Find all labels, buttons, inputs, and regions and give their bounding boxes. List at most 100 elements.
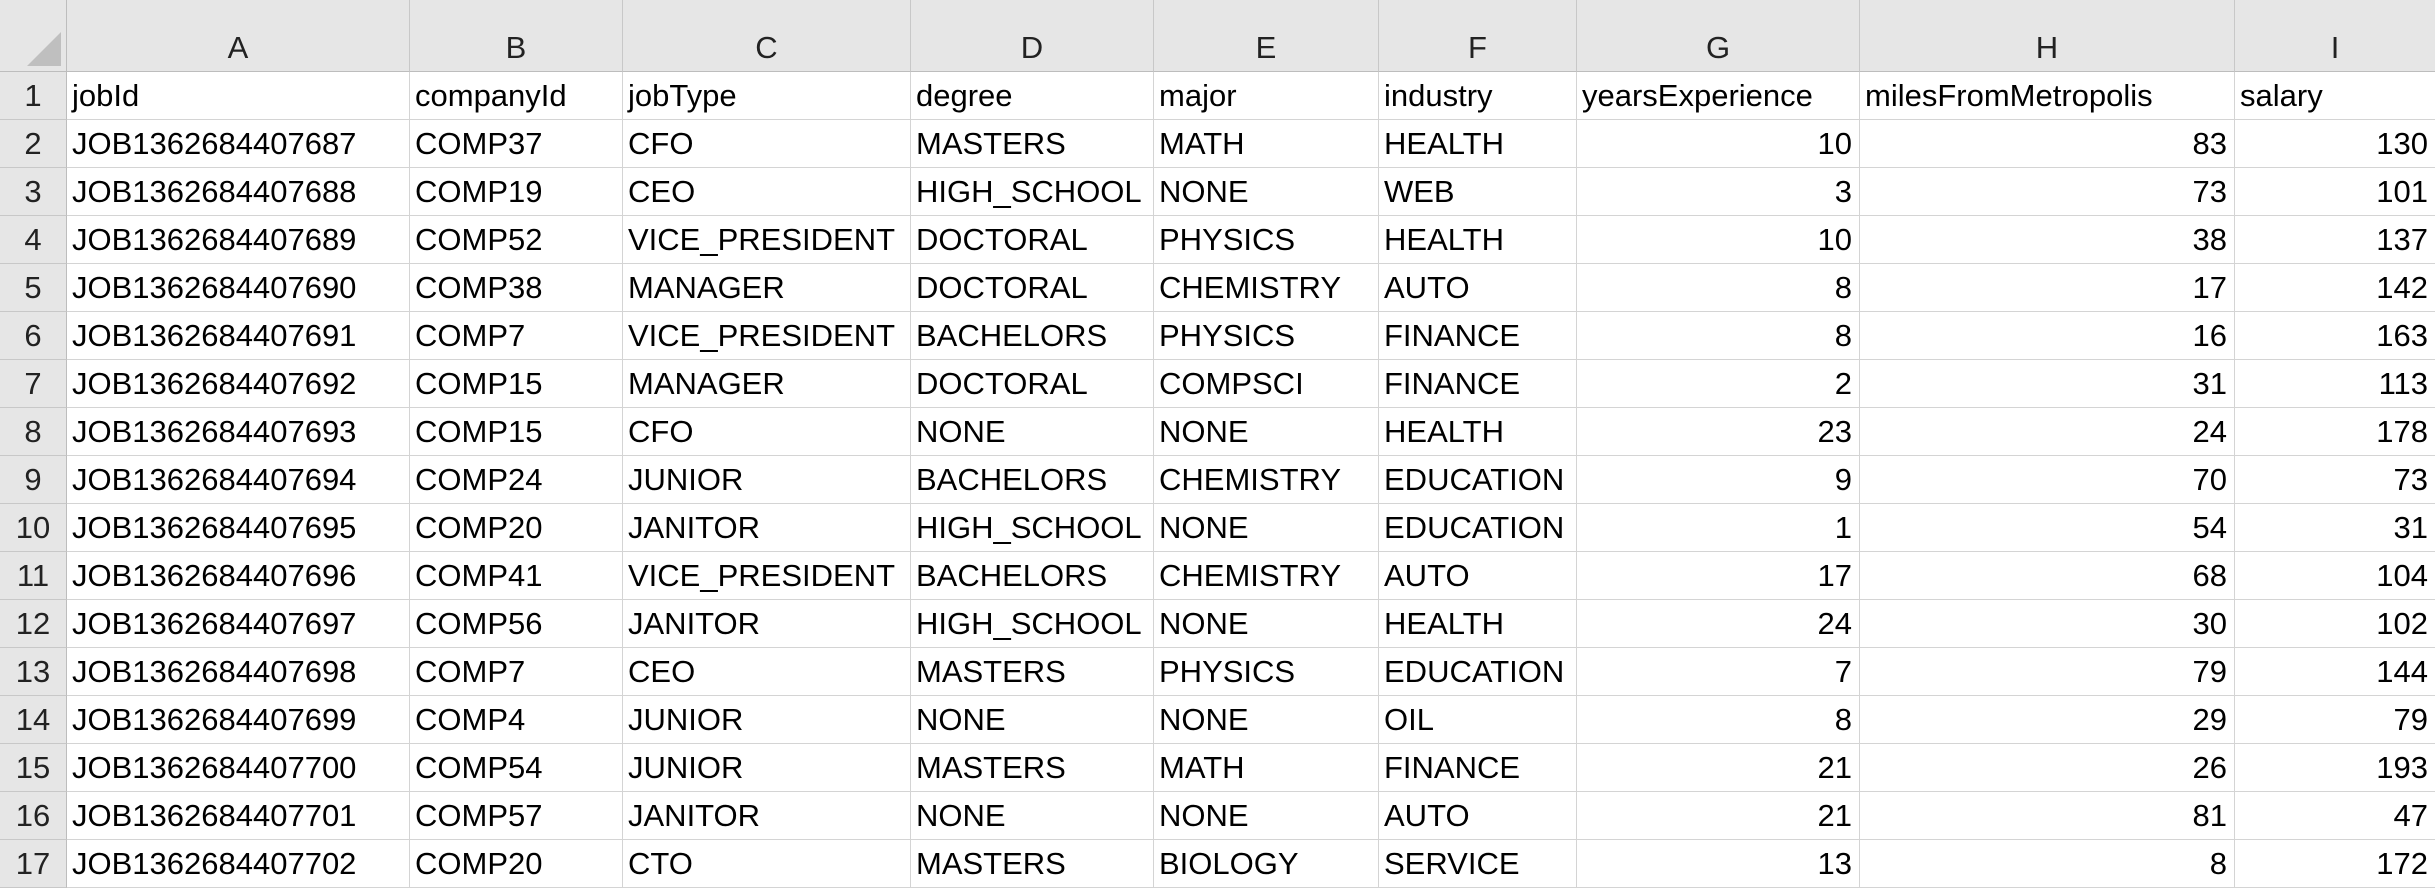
row-header-16[interactable]: 16 [0,792,67,840]
cell-c12[interactable]: JANITOR [623,600,911,648]
cell-b7[interactable]: COMP15 [410,360,623,408]
cell-f9[interactable]: EDUCATION [1379,456,1577,504]
row-header-5[interactable]: 5 [0,264,67,312]
column-header-c[interactable]: C [623,0,911,72]
cell-h10[interactable]: 54 [1860,504,2235,552]
cell-f11[interactable]: AUTO [1379,552,1577,600]
cell-e14[interactable]: NONE [1154,696,1379,744]
cell-e2[interactable]: MATH [1154,120,1379,168]
cell-b1[interactable]: companyId [410,72,623,120]
cell-a7[interactable]: JOB1362684407692 [67,360,410,408]
cell-d15[interactable]: MASTERS [911,744,1154,792]
row-header-9[interactable]: 9 [0,456,67,504]
cell-f3[interactable]: WEB [1379,168,1577,216]
cell-a9[interactable]: JOB1362684407694 [67,456,410,504]
row-header-13[interactable]: 13 [0,648,67,696]
cell-e11[interactable]: CHEMISTRY [1154,552,1379,600]
cell-g12[interactable]: 24 [1577,600,1860,648]
cell-e6[interactable]: PHYSICS [1154,312,1379,360]
cell-d11[interactable]: BACHELORS [911,552,1154,600]
cell-h11[interactable]: 68 [1860,552,2235,600]
cell-e10[interactable]: NONE [1154,504,1379,552]
cell-d13[interactable]: MASTERS [911,648,1154,696]
cell-d7[interactable]: DOCTORAL [911,360,1154,408]
row-header-12[interactable]: 12 [0,600,67,648]
cell-b8[interactable]: COMP15 [410,408,623,456]
cell-g7[interactable]: 2 [1577,360,1860,408]
cell-b5[interactable]: COMP38 [410,264,623,312]
cell-h6[interactable]: 16 [1860,312,2235,360]
cell-g16[interactable]: 21 [1577,792,1860,840]
cell-i5[interactable]: 142 [2235,264,2435,312]
cell-d12[interactable]: HIGH_SCHOOL [911,600,1154,648]
cell-h5[interactable]: 17 [1860,264,2235,312]
cell-a13[interactable]: JOB1362684407698 [67,648,410,696]
cell-c3[interactable]: CEO [623,168,911,216]
row-header-10[interactable]: 10 [0,504,67,552]
cell-b14[interactable]: COMP4 [410,696,623,744]
cell-g1[interactable]: yearsExperience [1577,72,1860,120]
row-header-15[interactable]: 15 [0,744,67,792]
cell-i8[interactable]: 178 [2235,408,2435,456]
row-header-4[interactable]: 4 [0,216,67,264]
cell-a10[interactable]: JOB1362684407695 [67,504,410,552]
cell-b10[interactable]: COMP20 [410,504,623,552]
cell-c4[interactable]: VICE_PRESIDENT [623,216,911,264]
cell-e13[interactable]: PHYSICS [1154,648,1379,696]
cell-i3[interactable]: 101 [2235,168,2435,216]
cell-a5[interactable]: JOB1362684407690 [67,264,410,312]
cell-a14[interactable]: JOB1362684407699 [67,696,410,744]
cell-d1[interactable]: degree [911,72,1154,120]
cell-b15[interactable]: COMP54 [410,744,623,792]
cell-h8[interactable]: 24 [1860,408,2235,456]
cell-i16[interactable]: 47 [2235,792,2435,840]
cell-a1[interactable]: jobId [67,72,410,120]
cell-g8[interactable]: 23 [1577,408,1860,456]
cell-a15[interactable]: JOB1362684407700 [67,744,410,792]
cell-c2[interactable]: CFO [623,120,911,168]
cell-b2[interactable]: COMP37 [410,120,623,168]
row-header-3[interactable]: 3 [0,168,67,216]
cell-a4[interactable]: JOB1362684407689 [67,216,410,264]
cell-g11[interactable]: 17 [1577,552,1860,600]
cell-f4[interactable]: HEALTH [1379,216,1577,264]
cell-c10[interactable]: JANITOR [623,504,911,552]
cell-e8[interactable]: NONE [1154,408,1379,456]
cell-a2[interactable]: JOB1362684407687 [67,120,410,168]
cell-i11[interactable]: 104 [2235,552,2435,600]
cell-g15[interactable]: 21 [1577,744,1860,792]
cell-a12[interactable]: JOB1362684407697 [67,600,410,648]
cell-g10[interactable]: 1 [1577,504,1860,552]
select-all-button[interactable] [0,0,67,72]
cell-b12[interactable]: COMP56 [410,600,623,648]
cell-f17[interactable]: SERVICE [1379,840,1577,888]
cell-h17[interactable]: 8 [1860,840,2235,888]
cell-h15[interactable]: 26 [1860,744,2235,792]
cell-i1[interactable]: salary [2235,72,2435,120]
cell-c13[interactable]: CEO [623,648,911,696]
cell-a16[interactable]: JOB1362684407701 [67,792,410,840]
cell-i10[interactable]: 31 [2235,504,2435,552]
cell-f16[interactable]: AUTO [1379,792,1577,840]
cell-h1[interactable]: milesFromMetropolis [1860,72,2235,120]
cell-c1[interactable]: jobType [623,72,911,120]
cell-i2[interactable]: 130 [2235,120,2435,168]
cell-e9[interactable]: CHEMISTRY [1154,456,1379,504]
cell-i7[interactable]: 113 [2235,360,2435,408]
cell-h14[interactable]: 29 [1860,696,2235,744]
cell-h16[interactable]: 81 [1860,792,2235,840]
cell-f7[interactable]: FINANCE [1379,360,1577,408]
cell-f8[interactable]: HEALTH [1379,408,1577,456]
column-header-g[interactable]: G [1577,0,1860,72]
cell-g13[interactable]: 7 [1577,648,1860,696]
cell-c5[interactable]: MANAGER [623,264,911,312]
cell-a17[interactable]: JOB1362684407702 [67,840,410,888]
cell-d14[interactable]: NONE [911,696,1154,744]
row-header-17[interactable]: 17 [0,840,67,888]
cell-e3[interactable]: NONE [1154,168,1379,216]
row-header-2[interactable]: 2 [0,120,67,168]
cell-f2[interactable]: HEALTH [1379,120,1577,168]
cell-c9[interactable]: JUNIOR [623,456,911,504]
cell-b17[interactable]: COMP20 [410,840,623,888]
cell-f1[interactable]: industry [1379,72,1577,120]
